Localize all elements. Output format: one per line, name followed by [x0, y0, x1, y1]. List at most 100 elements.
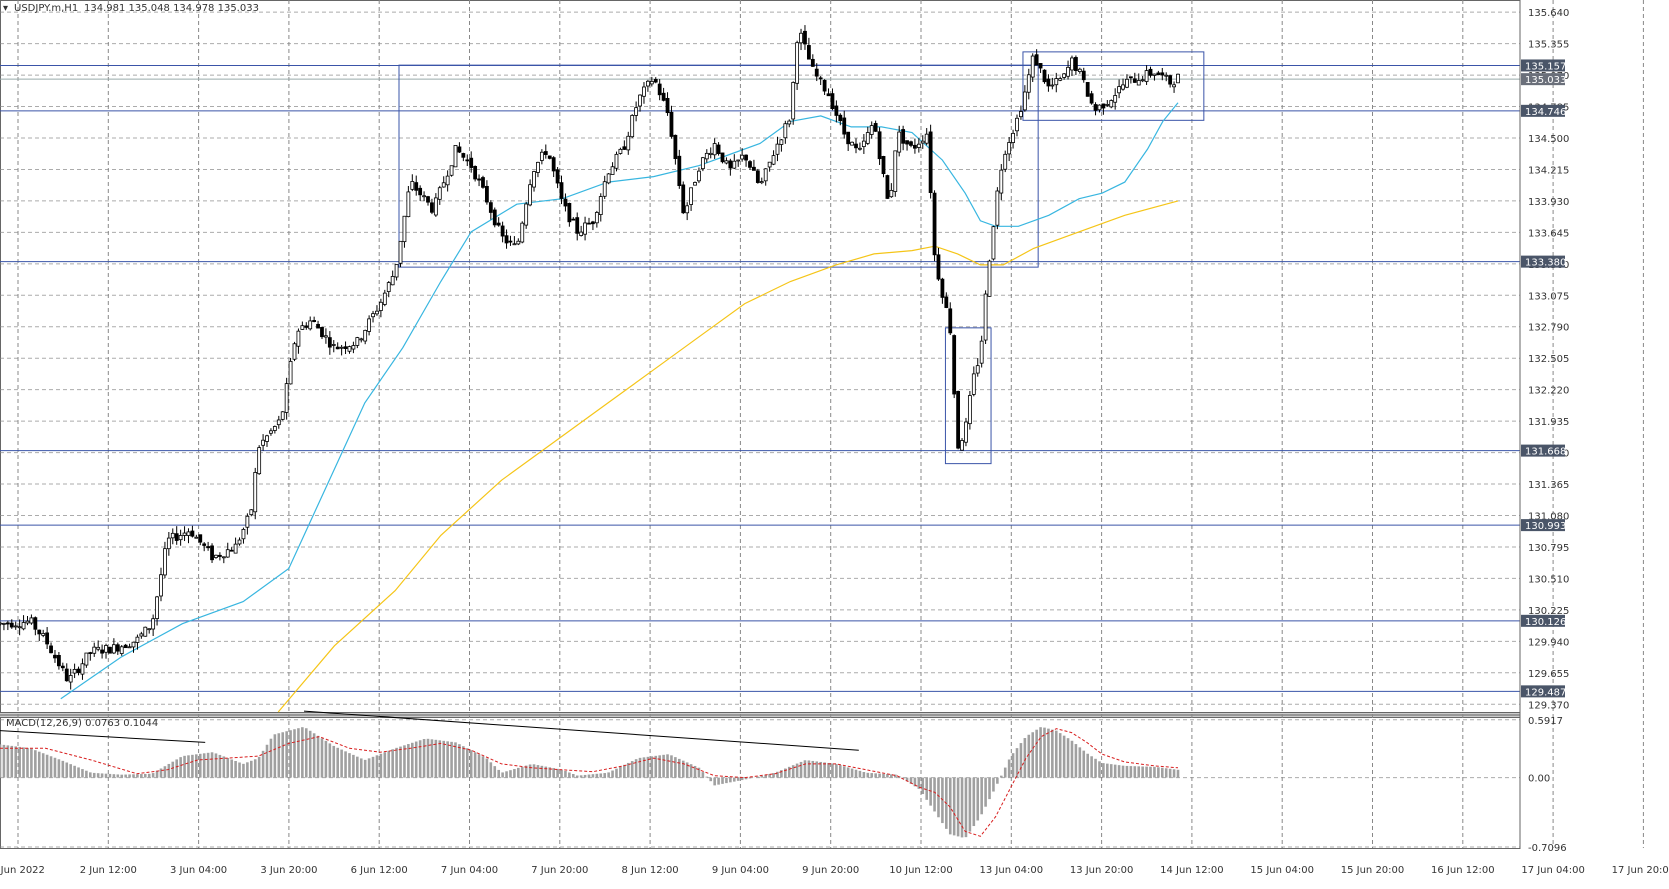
- price-tag: 134.746: [1521, 104, 1566, 118]
- candle-body: [850, 141, 854, 146]
- candle-body: [320, 327, 324, 338]
- candle-body: [237, 539, 242, 545]
- candle: [1046, 74, 1051, 92]
- candle-body: [355, 337, 360, 346]
- candle: [716, 142, 721, 156]
- candle-body: [1136, 80, 1141, 86]
- candle-body: [1081, 70, 1086, 81]
- candle: [1011, 129, 1015, 149]
- candle: [347, 345, 352, 354]
- candle-body: [49, 645, 53, 654]
- candle: [343, 341, 348, 355]
- candle-body: [422, 195, 426, 198]
- candle: [111, 638, 116, 655]
- candle: [194, 534, 199, 539]
- candle: [854, 138, 858, 154]
- candle-body: [1007, 142, 1012, 155]
- x-tick-label: 3 Jun 04:00: [170, 865, 227, 876]
- candle: [257, 445, 262, 475]
- candle: [88, 651, 93, 661]
- candle: [17, 619, 22, 636]
- candle-body: [653, 78, 658, 83]
- candle: [818, 76, 823, 86]
- candle: [571, 217, 576, 221]
- candle-body: [485, 185, 489, 203]
- candle-body: [1097, 104, 1102, 111]
- candle: [1007, 136, 1012, 162]
- candle-body: [2, 622, 6, 625]
- candle-body: [806, 45, 811, 60]
- candle-body: [488, 202, 493, 213]
- candle-body: [316, 323, 320, 329]
- candle: [72, 663, 77, 679]
- candle: [473, 165, 478, 182]
- candle: [265, 434, 269, 447]
- candle: [810, 54, 815, 67]
- candle: [752, 159, 756, 171]
- candle-body: [135, 636, 140, 643]
- candle-body: [814, 68, 819, 77]
- candle-body: [783, 123, 788, 139]
- candle-body: [991, 226, 996, 260]
- candle-body: [987, 260, 992, 297]
- candle: [371, 310, 375, 323]
- candle-body: [163, 548, 167, 576]
- candle-body: [414, 182, 419, 191]
- candle-body: [72, 668, 77, 674]
- candle: [885, 174, 890, 199]
- candle-body: [426, 196, 430, 203]
- candle-body: [630, 115, 635, 138]
- candle-body: [822, 79, 827, 92]
- candle: [221, 556, 226, 564]
- candle-body: [889, 189, 894, 198]
- price-tag-bg: [1521, 255, 1565, 268]
- candle: [551, 156, 556, 178]
- candle-body: [897, 131, 902, 153]
- candle: [846, 131, 851, 151]
- candle-body: [104, 645, 108, 653]
- candle-body: [25, 620, 30, 624]
- price-tags: 135.157 135.033 134.746 133.380 131.668 130.9…: [1521, 59, 1566, 698]
- chart-symbol-arrow[interactable]: ▾: [3, 3, 8, 14]
- candle-body: [861, 140, 866, 147]
- candle: [190, 525, 195, 538]
- candle-body: [685, 205, 690, 214]
- moving-averages: [60, 102, 1179, 713]
- candle-body: [591, 221, 595, 225]
- range-boxes: [398, 51, 1205, 465]
- candle-body: [1148, 68, 1153, 76]
- candle-body: [1113, 95, 1118, 103]
- candle-body: [481, 177, 485, 188]
- candle-body: [1152, 73, 1157, 76]
- candle: [280, 411, 285, 421]
- candle-body: [1101, 103, 1106, 109]
- candle: [210, 543, 214, 563]
- candle-body: [555, 169, 560, 184]
- main-pane-border: [0, 0, 1521, 713]
- candle: [1152, 73, 1157, 81]
- macd-trendline: [303, 710, 859, 751]
- candle: [284, 377, 289, 420]
- range-box: [398, 64, 1039, 268]
- candle: [92, 642, 97, 657]
- candle: [865, 126, 870, 146]
- candle-body: [269, 430, 273, 434]
- candle-body: [13, 625, 18, 628]
- candle-body: [351, 345, 356, 350]
- candle-body: [363, 329, 368, 342]
- candle-body: [885, 175, 890, 199]
- candle: [956, 390, 961, 450]
- candle: [543, 144, 548, 159]
- candle: [406, 186, 411, 218]
- range-box: [944, 327, 992, 465]
- candle: [677, 149, 682, 189]
- candle-body: [740, 154, 745, 160]
- candle-body: [194, 536, 199, 539]
- candle-body: [865, 132, 870, 144]
- candle-body: [41, 633, 46, 636]
- candle: [673, 134, 678, 165]
- candle-body: [131, 641, 136, 648]
- candle: [979, 335, 984, 368]
- x-tick-label: 14 Jun 12:00: [1160, 865, 1224, 876]
